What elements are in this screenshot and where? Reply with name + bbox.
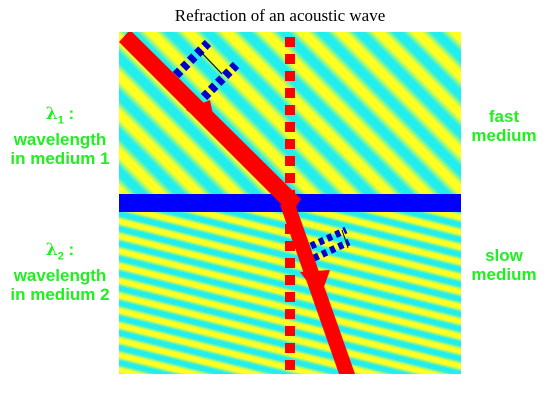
fast-medium-label: fast medium <box>462 107 546 145</box>
lambda2-subscript: 2 <box>57 250 64 263</box>
wavelength-2-marker <box>309 226 351 262</box>
incident-arrowhead <box>186 100 216 130</box>
lambda2-symbol: λ <box>45 240 58 260</box>
lambda1-line2: wavelength <box>13 130 107 150</box>
lambda1-symbol: λ <box>45 104 58 124</box>
lambda1-line3: in medium 1 <box>10 149 110 169</box>
diagram-title: Refraction of an acoustic wave <box>174 6 386 25</box>
lambda1-label: λ1 : wavelength in medium 1 <box>4 104 116 168</box>
lambda2-label: λ2 : wavelength in medium 2 <box>4 240 116 304</box>
lambda2-line2: wavelength <box>13 266 107 286</box>
lambda1-subscript: 1 <box>57 114 64 127</box>
lambda2-colon: : <box>63 240 75 259</box>
slow-medium-line2: medium <box>471 265 537 284</box>
lambda1-colon: : <box>63 104 75 123</box>
slow-medium-label: slow medium <box>462 246 546 284</box>
fast-medium-line1: fast <box>488 107 520 126</box>
wavelength-1-marker <box>172 39 240 101</box>
refracted-arrowhead <box>300 270 330 298</box>
slow-medium-line1: slow <box>485 246 523 265</box>
lambda2-line3: in medium 2 <box>10 285 110 305</box>
fast-medium-line2: medium <box>471 126 537 145</box>
